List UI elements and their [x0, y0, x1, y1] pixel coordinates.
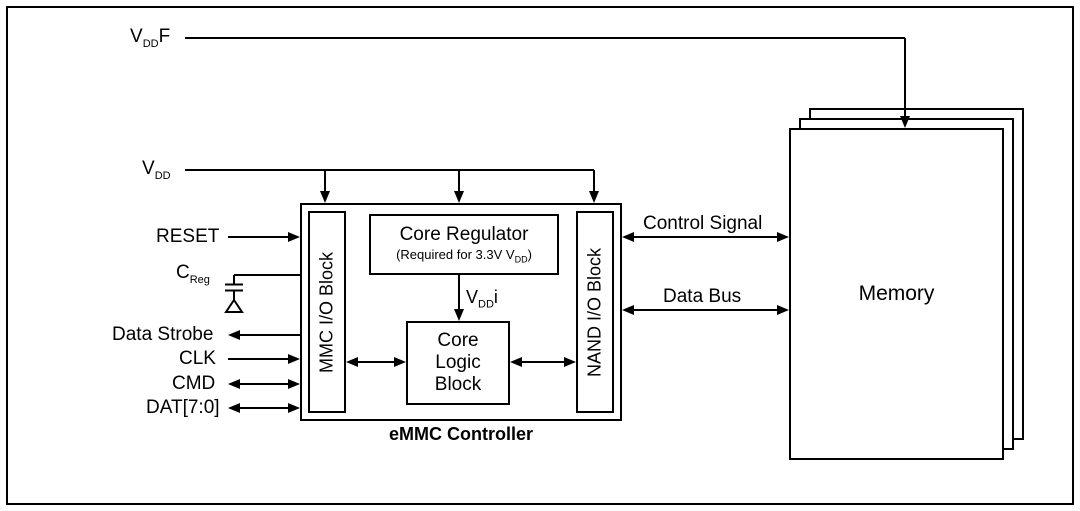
core-regulator-subtitle: (Required for 3.3V VDD): [396, 247, 532, 265]
vddi-label: VDDi: [466, 287, 498, 311]
cmd-label: CMD: [172, 373, 215, 395]
core-regulator-block: Core Regulator (Required for 3.3V VDD): [369, 214, 559, 275]
vdd-label: VDD: [142, 158, 171, 182]
core-logic-line1: Core: [437, 330, 478, 352]
nand-io-block: NAND I/O Block: [576, 211, 614, 413]
data-bus-label: Data Bus: [663, 286, 741, 308]
emmc-controller-label: eMMC Controller: [300, 424, 622, 445]
core-logic-line2: Logic: [435, 352, 480, 374]
vddf-label: VDDF: [130, 26, 170, 50]
core-logic-line3: Block: [435, 374, 481, 396]
reset-label: RESET: [156, 226, 219, 248]
memory-block: Memory: [789, 128, 1004, 460]
memory-label: Memory: [859, 282, 935, 306]
creg-label: CReg: [176, 262, 210, 286]
mmc-io-label: MMC I/O Block: [317, 252, 338, 373]
mmc-io-block: MMC I/O Block: [308, 211, 346, 413]
data-strobe-label: Data Strobe: [112, 324, 213, 346]
dat-label: DAT[7:0]: [146, 397, 220, 419]
control-signal-label: Control Signal: [643, 213, 762, 235]
core-regulator-title: Core Regulator: [400, 224, 529, 246]
core-logic-block: Core Logic Block: [406, 321, 510, 405]
clk-label: CLK: [179, 348, 216, 370]
nand-io-label: NAND I/O Block: [585, 247, 606, 376]
